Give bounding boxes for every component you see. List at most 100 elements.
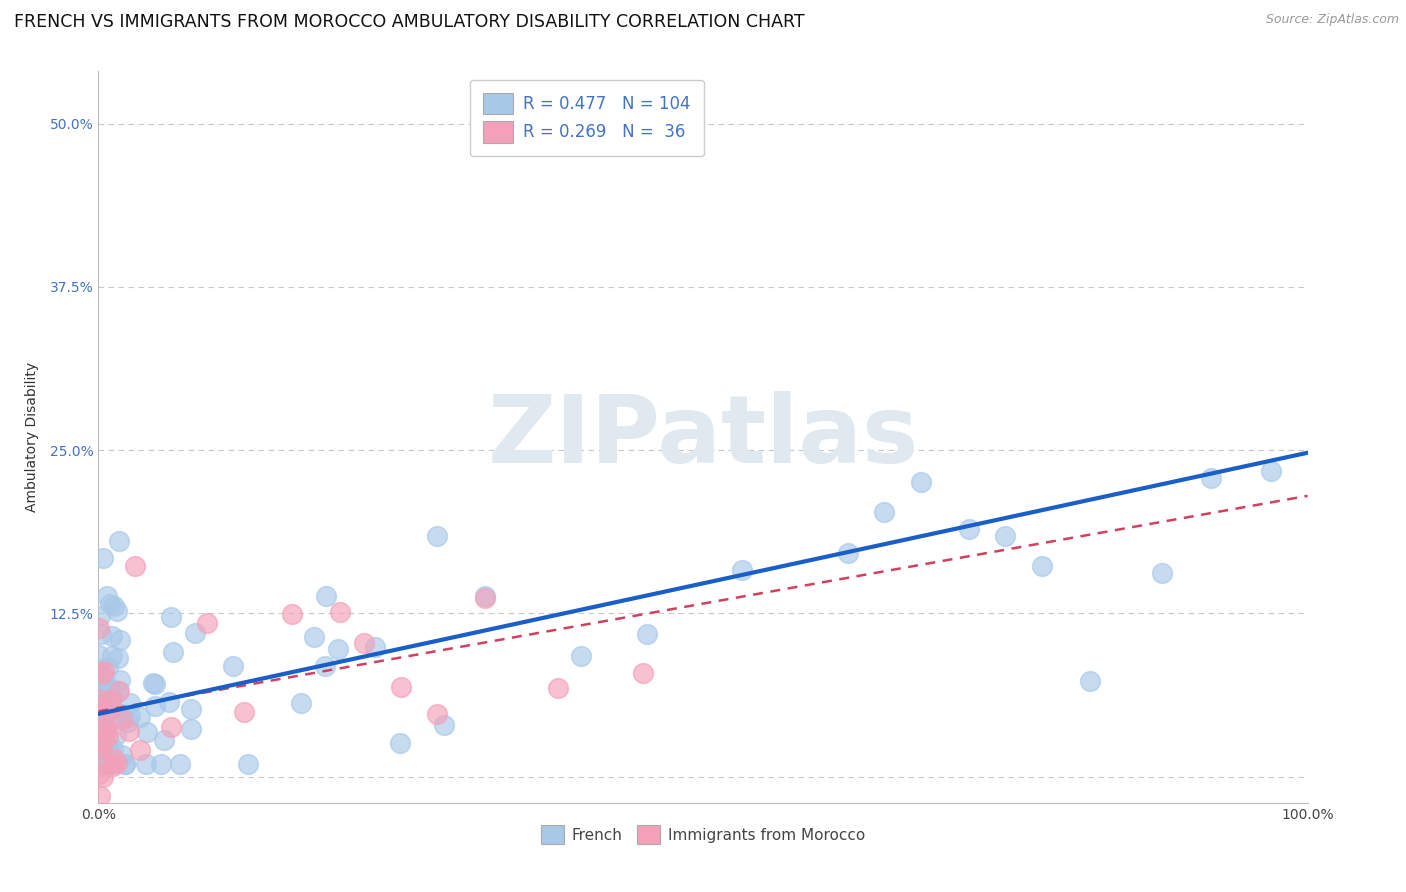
Point [110, 633, 132, 648]
Point [1152, 566, 1174, 581]
Point [222, 658, 245, 673]
Point [111, 748, 134, 763]
Point [994, 529, 1017, 543]
Point [315, 589, 337, 603]
Point [90, 627, 112, 641]
Point [103, 752, 125, 766]
Point [89, 756, 111, 771]
Point [129, 710, 152, 724]
Point [89, 748, 111, 763]
Point [96, 724, 118, 739]
Point [98, 756, 121, 770]
Point [87, 766, 110, 780]
Point [91, 667, 114, 681]
Point [107, 756, 129, 770]
Point [571, 648, 593, 663]
Y-axis label: Ambulatory Disability: Ambulatory Disability [24, 362, 38, 512]
Point [90, 739, 112, 754]
Point [1031, 558, 1053, 573]
Legend: French, Immigrants from Morocco: French, Immigrants from Morocco [534, 819, 872, 850]
Point [89, 707, 111, 722]
Point [142, 676, 165, 690]
Point [114, 756, 136, 771]
Point [108, 534, 131, 549]
Point [93, 671, 115, 685]
Point [91, 770, 114, 784]
Point [1260, 464, 1282, 478]
Point [957, 522, 980, 536]
Point [107, 684, 129, 698]
Point [232, 706, 254, 720]
Point [98, 597, 121, 611]
Point [143, 698, 166, 713]
Point [314, 659, 336, 673]
Point [111, 712, 134, 726]
Point [96, 706, 118, 721]
Point [87, 706, 110, 721]
Point [136, 725, 159, 739]
Point [87, 669, 110, 683]
Text: FRENCH VS IMMIGRANTS FROM MOROCCO AMBULATORY DISABILITY CORRELATION CHART: FRENCH VS IMMIGRANTS FROM MOROCCO AMBULA… [14, 13, 804, 31]
Point [160, 720, 183, 734]
Point [290, 696, 312, 710]
Point [101, 690, 124, 705]
Point [183, 625, 205, 640]
Point [90, 681, 112, 696]
Point [91, 711, 114, 725]
Point [96, 589, 118, 603]
Point [87, 692, 110, 706]
Text: Source: ZipAtlas.com: Source: ZipAtlas.com [1265, 13, 1399, 27]
Point [281, 607, 304, 622]
Point [1199, 471, 1222, 485]
Point [118, 709, 141, 723]
Point [98, 701, 121, 715]
Point [89, 717, 111, 731]
Point [631, 665, 654, 680]
Point [90, 742, 112, 756]
Point [87, 621, 110, 635]
Point [873, 506, 896, 520]
Point [105, 728, 128, 742]
Point [91, 756, 114, 771]
Point [105, 604, 128, 618]
Point [87, 756, 110, 771]
Point [107, 684, 129, 698]
Text: ZIPatlas: ZIPatlas [488, 391, 918, 483]
Point [474, 591, 496, 606]
Point [94, 721, 117, 735]
Point [326, 641, 349, 656]
Point [98, 681, 121, 696]
Point [180, 722, 202, 736]
Point [107, 711, 129, 725]
Point [731, 563, 754, 577]
Point [302, 630, 325, 644]
Point [100, 756, 122, 771]
Point [87, 719, 110, 733]
Point [94, 740, 117, 755]
Point [103, 599, 125, 613]
Point [180, 702, 202, 716]
Point [157, 695, 180, 709]
Point [87, 694, 110, 708]
Point [90, 756, 112, 771]
Point [89, 609, 111, 624]
Point [101, 759, 124, 773]
Point [547, 681, 569, 695]
Point [910, 475, 932, 489]
Point [169, 756, 191, 771]
Point [87, 752, 110, 766]
Point [91, 551, 114, 566]
Point [87, 648, 110, 662]
Point [118, 723, 141, 738]
Point [114, 756, 136, 771]
Point [111, 707, 134, 722]
Point [389, 735, 412, 749]
Point [97, 756, 120, 771]
Point [89, 756, 111, 771]
Point [152, 733, 174, 747]
Point [89, 713, 111, 727]
Point [91, 697, 114, 711]
Point [97, 729, 120, 743]
Point [124, 558, 146, 573]
Point [91, 735, 114, 749]
